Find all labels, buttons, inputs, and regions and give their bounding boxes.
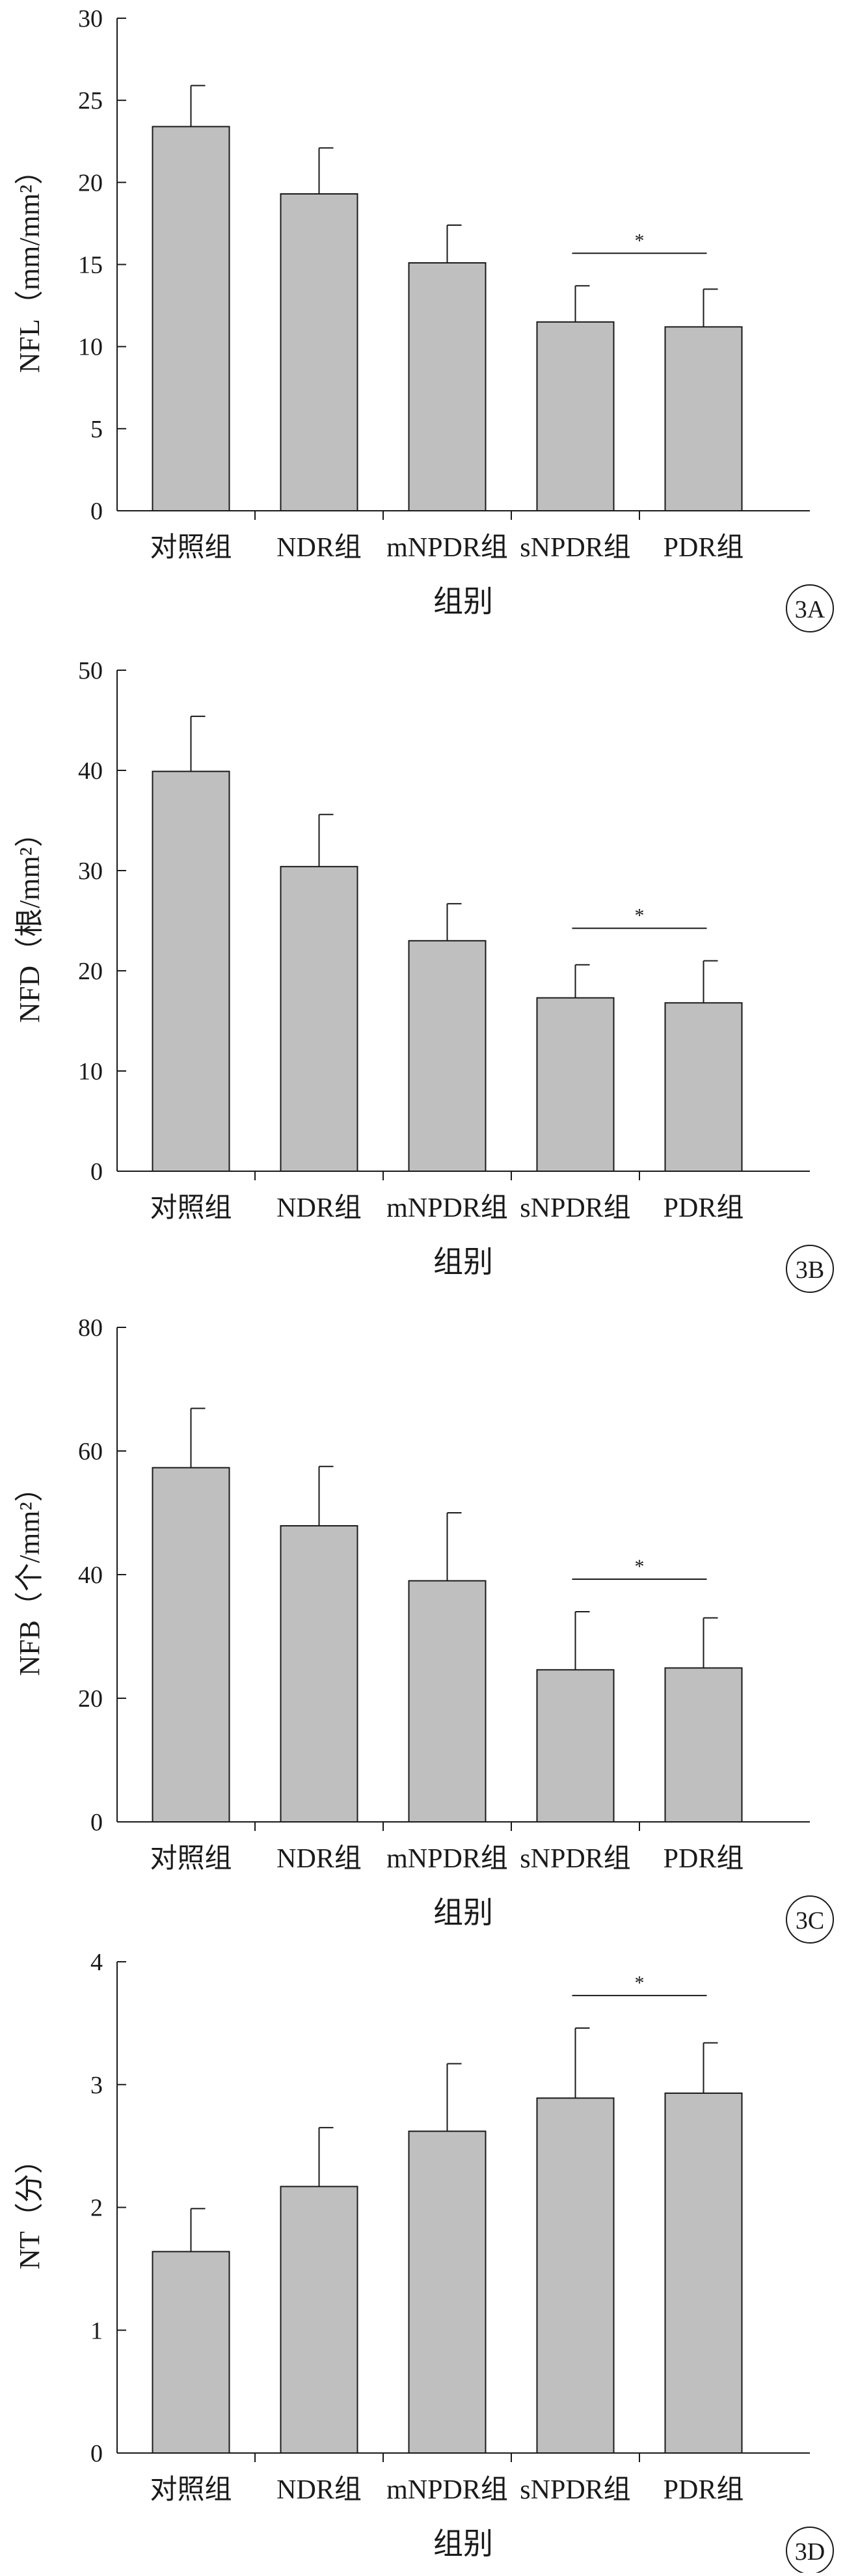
x-tick-label: NDR组 bbox=[276, 1193, 362, 1223]
x-tick-label: mNPDR组 bbox=[386, 1193, 508, 1223]
panel-label-circle bbox=[786, 1895, 834, 1944]
panel-label: 3B bbox=[796, 1256, 824, 1284]
x-tick-label: sNPDR组 bbox=[520, 1193, 630, 1223]
x-tick-label: PDR组 bbox=[664, 533, 744, 563]
x-tick-label: mNPDR组 bbox=[386, 1844, 508, 1874]
significance-marker: * bbox=[635, 1972, 645, 1994]
panel-label: 3C bbox=[796, 1907, 824, 1934]
y-axis-title: NFD（根/mm²） bbox=[14, 819, 46, 1023]
significance-marker: * bbox=[635, 1556, 645, 1577]
y-tick-label: 1 bbox=[90, 2317, 103, 2344]
x-tick-label: sNPDR组 bbox=[520, 1844, 630, 1874]
panel-label: 3D bbox=[795, 2538, 825, 2566]
y-tick-label: 10 bbox=[78, 334, 103, 361]
chart-panel-3c: 0 20 40 60 80 对照组 NDR组 mNPDR组 sNPDR组 PDR组 * 组别 NFB（个… bbox=[14, 1314, 834, 1944]
bar-PDR组 bbox=[664, 1002, 743, 1173]
x-axis-title: 组别 bbox=[433, 1245, 493, 1279]
y-tick-label: 40 bbox=[78, 757, 103, 785]
y-tick-label: 30 bbox=[78, 5, 103, 33]
bar-NDR组 bbox=[280, 193, 358, 511]
x-tick-label: NDR组 bbox=[276, 533, 362, 563]
y-tick-label: 0 bbox=[90, 1158, 103, 1186]
y-tick-label: 3 bbox=[90, 2072, 103, 2099]
y-axis-title: NFB（个/mm²） bbox=[14, 1473, 46, 1675]
y-axis-title: NT（分） bbox=[14, 2145, 46, 2270]
y-tick-label: 40 bbox=[78, 1562, 103, 1589]
chart-panel-3d: 0 1 2 3 4 对照组 NDR组 mNPDR组 sNPDR组 PDR组 * 组别 NT（分） 3D bbox=[14, 1949, 834, 2575]
y-tick-label: 2 bbox=[90, 2195, 103, 2222]
y-tick-label: 60 bbox=[78, 1438, 103, 1465]
bar-对照组 bbox=[152, 126, 230, 512]
x-tick-label: sNPDR组 bbox=[520, 2475, 630, 2505]
y-axis-title: NFL（mm/mm²） bbox=[14, 156, 46, 373]
bar-PDR组 bbox=[664, 1667, 743, 1823]
x-tick-label: mNPDR组 bbox=[386, 533, 508, 563]
bar-PDR组 bbox=[664, 326, 743, 511]
x-tick-label: sNPDR组 bbox=[520, 533, 630, 563]
y-tick-label: 20 bbox=[78, 1685, 103, 1713]
y-tick-label: 0 bbox=[90, 498, 103, 525]
y-tick-label: 0 bbox=[90, 1809, 103, 1836]
bar-mNPDR组 bbox=[408, 1580, 487, 1823]
y-tick-label: 15 bbox=[78, 252, 103, 279]
bar-NDR组 bbox=[280, 865, 358, 1172]
panel-label: 3A bbox=[795, 596, 825, 623]
bar-sNPDR组 bbox=[536, 1669, 615, 1823]
x-tick-label: 对照组 bbox=[150, 2475, 232, 2505]
bar-对照组 bbox=[152, 770, 230, 1173]
y-tick-label: 4 bbox=[90, 1949, 103, 1976]
x-axis-title: 组别 bbox=[433, 585, 493, 618]
x-tick-label: 对照组 bbox=[150, 1844, 232, 1874]
x-tick-label: mNPDR组 bbox=[386, 2475, 508, 2505]
x-tick-label: NDR组 bbox=[276, 1844, 362, 1874]
bar-mNPDR组 bbox=[408, 2130, 487, 2454]
y-tick-label: 80 bbox=[78, 1314, 103, 1342]
x-tick-label: NDR组 bbox=[276, 2475, 362, 2505]
bar-NDR组 bbox=[280, 1525, 358, 1823]
bar-mNPDR组 bbox=[408, 262, 487, 511]
y-tick-label: 10 bbox=[78, 1058, 103, 1085]
bar-mNPDR组 bbox=[408, 940, 487, 1173]
bar-NDR组 bbox=[280, 2186, 358, 2454]
y-tick-label: 0 bbox=[90, 2440, 103, 2467]
panel-label-circle bbox=[786, 1245, 834, 1293]
bar-对照组 bbox=[152, 2251, 230, 2454]
y-tick-label: 30 bbox=[78, 858, 103, 885]
y-tick-label: 20 bbox=[78, 958, 103, 985]
y-tick-label: 20 bbox=[78, 169, 103, 197]
y-tick-label: 25 bbox=[78, 87, 103, 115]
significance-marker: * bbox=[635, 905, 645, 927]
bar-sNPDR组 bbox=[536, 321, 615, 511]
significance-marker: * bbox=[635, 230, 645, 251]
bar-对照组 bbox=[152, 1467, 230, 1823]
bar-sNPDR组 bbox=[536, 997, 615, 1172]
panel-label-circle bbox=[786, 584, 834, 632]
bar-PDR组 bbox=[664, 2092, 743, 2454]
x-tick-label: PDR组 bbox=[664, 2475, 744, 2505]
x-tick-label: PDR组 bbox=[664, 1193, 744, 1223]
y-tick-label: 5 bbox=[90, 416, 103, 443]
x-axis-title: 组别 bbox=[433, 1896, 493, 1929]
chart-panel-3a: 0 5 10 15 20 25 30 对照组 NDR组 mNPDR组 sNPDR组 PDR组 * 组别 NF… bbox=[14, 5, 834, 632]
y-tick-label: 50 bbox=[78, 657, 103, 685]
x-tick-label: 对照组 bbox=[150, 533, 232, 563]
x-axis-title: 组别 bbox=[433, 2527, 493, 2560]
x-tick-label: PDR组 bbox=[664, 1844, 744, 1874]
chart-panel-3b: 0 10 20 30 40 50 对照组 NDR组 mNPDR组 sNPDR组 PDR组 * 组别 NFD… bbox=[14, 657, 834, 1293]
bar-sNPDR组 bbox=[536, 2097, 615, 2454]
x-tick-label: 对照组 bbox=[150, 1193, 232, 1223]
